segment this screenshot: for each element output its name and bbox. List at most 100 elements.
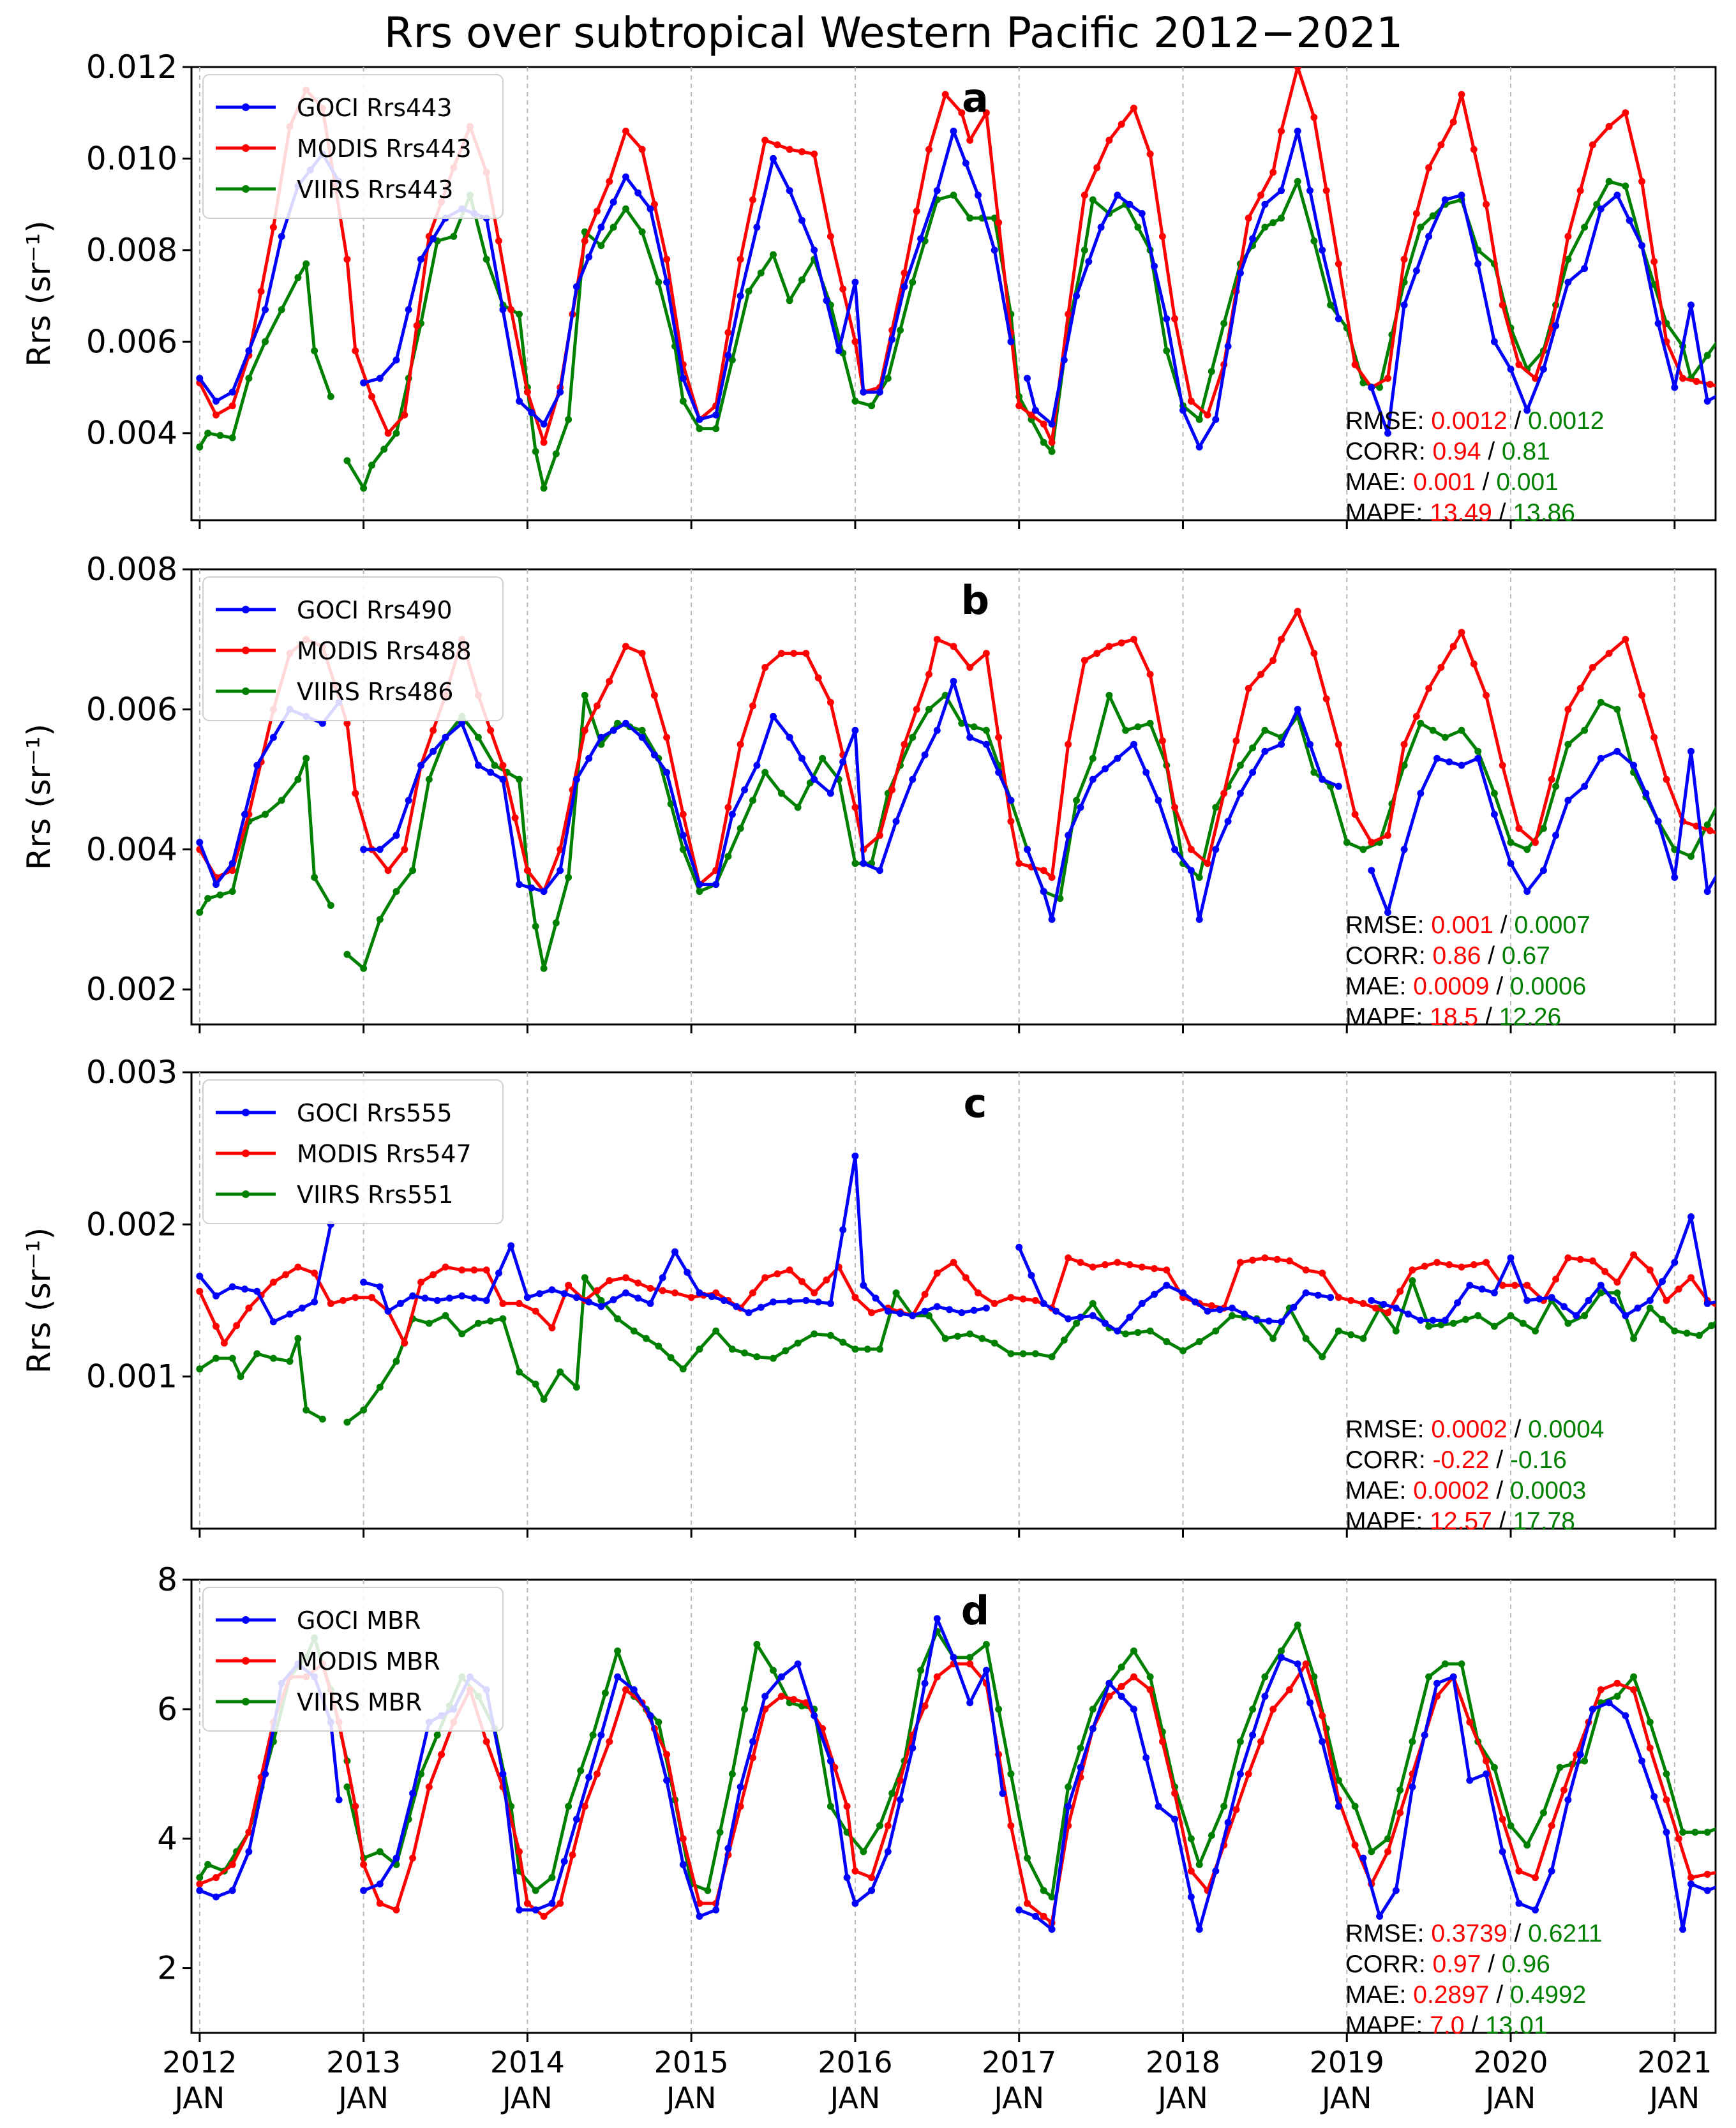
data-point-goci	[982, 1304, 990, 1312]
data-point-viirs	[1007, 1350, 1015, 1358]
stat-row: RMSE: 0.3739 / 0.6211	[1345, 1920, 1603, 1947]
data-point-goci	[1400, 846, 1408, 853]
data-point-viirs	[589, 1731, 597, 1739]
data-point-viirs	[228, 888, 236, 895]
y-tick-label: 2	[157, 1950, 177, 1987]
data-point-viirs	[1683, 1330, 1691, 1337]
data-point-viirs	[1687, 853, 1695, 860]
data-point-modis	[1257, 191, 1264, 199]
data-point-modis	[1146, 150, 1154, 158]
data-point-goci	[794, 1660, 802, 1668]
data-point-goci	[663, 278, 671, 286]
data-point-goci	[909, 1744, 917, 1752]
data-point-goci	[1454, 1299, 1462, 1307]
data-point-modis	[1560, 1787, 1568, 1794]
data-point-modis	[737, 1802, 744, 1810]
data-point-viirs	[1007, 1770, 1015, 1778]
legend-marker-viirs	[242, 1698, 250, 1705]
data-point-goci	[1048, 916, 1056, 923]
data-point-modis	[1523, 1282, 1531, 1289]
data-point-modis	[1351, 1841, 1359, 1849]
data-point-goci	[430, 235, 437, 243]
y-tick-label: 0.002	[86, 971, 177, 1008]
data-point-goci	[1392, 1887, 1400, 1894]
data-point-goci	[516, 881, 523, 888]
data-point-modis	[1007, 1822, 1015, 1829]
data-point-viirs	[368, 461, 375, 469]
data-point-modis	[1126, 1261, 1134, 1268]
data-point-modis	[761, 664, 769, 671]
stat-separator: /	[1478, 1003, 1499, 1031]
data-point-goci	[405, 306, 412, 313]
data-point-viirs	[839, 1338, 847, 1346]
data-point-goci	[597, 1303, 605, 1310]
data-point-goci	[1626, 216, 1633, 224]
data-point-goci	[724, 352, 732, 359]
data-point-goci	[835, 347, 842, 355]
data-point-viirs	[753, 1353, 761, 1361]
data-point-viirs	[1249, 744, 1257, 752]
data-point-viirs	[483, 255, 490, 263]
legend-marker-modis	[242, 647, 250, 654]
data-point-goci	[1089, 776, 1096, 783]
data-point-modis	[827, 232, 834, 240]
data-point-modis	[196, 1287, 204, 1295]
data-point-goci	[901, 283, 908, 290]
data-point-goci	[811, 246, 818, 254]
data-point-goci	[1015, 1906, 1023, 1914]
data-point-modis	[430, 726, 437, 734]
data-point-modis	[1605, 650, 1613, 657]
data-point-goci	[827, 790, 834, 797]
data-point-goci	[868, 1887, 876, 1894]
data-point-goci	[921, 1679, 929, 1687]
data-point-viirs	[1261, 726, 1269, 734]
data-point-goci	[860, 860, 867, 867]
data-point-viirs	[1229, 1312, 1236, 1319]
panel-letter: a	[962, 75, 989, 121]
data-point-modis	[1269, 169, 1277, 176]
data-point-goci	[1671, 384, 1679, 391]
data-point-modis	[569, 1851, 576, 1859]
stat-viirs-value: 0.0003	[1510, 1477, 1586, 1504]
data-point-modis	[1412, 210, 1420, 217]
data-point-goci	[376, 1283, 384, 1291]
stat-separator: /	[1481, 438, 1502, 465]
y-tick-label: 6	[157, 1691, 177, 1728]
data-point-goci	[786, 187, 793, 195]
data-point-goci	[1703, 398, 1711, 405]
stat-modis-value: 0.97	[1433, 1951, 1481, 1978]
data-point-viirs	[196, 909, 204, 916]
data-point-goci	[1138, 1300, 1146, 1307]
data-point-goci	[1130, 1705, 1137, 1713]
stat-separator: /	[1489, 1446, 1510, 1474]
data-point-modis	[360, 1861, 368, 1868]
data-point-viirs	[327, 393, 334, 400]
data-point-viirs	[958, 719, 966, 727]
legend-marker-goci	[242, 1616, 250, 1624]
data-point-viirs	[450, 232, 458, 240]
data-point-viirs	[262, 338, 269, 345]
data-point-modis	[1335, 1294, 1342, 1301]
data-point-goci	[1278, 1318, 1285, 1326]
data-point-viirs	[1122, 726, 1130, 734]
data-point-goci	[1523, 1297, 1531, 1304]
data-point-goci	[516, 398, 523, 405]
data-point-modis	[1675, 1285, 1682, 1293]
data-point-modis	[228, 1861, 236, 1868]
data-point-modis	[995, 733, 1003, 741]
stat-viirs-value: 0.67	[1502, 942, 1550, 970]
data-point-goci	[1302, 1289, 1310, 1297]
data-point-modis	[774, 1270, 781, 1278]
data-point-goci	[1400, 301, 1408, 309]
data-point-modis	[925, 146, 932, 153]
stat-viirs-value: 0.0007	[1514, 911, 1590, 939]
data-point-modis	[966, 137, 974, 144]
data-point-goci	[560, 1290, 568, 1298]
data-point-modis	[1601, 1268, 1609, 1275]
stat-viirs-value: 13.86	[1513, 499, 1575, 527]
data-point-viirs	[966, 1654, 974, 1661]
data-point-goci	[540, 420, 548, 428]
data-point-modis	[213, 1874, 220, 1882]
data-point-viirs	[1031, 1350, 1039, 1358]
data-point-modis	[1564, 705, 1572, 713]
